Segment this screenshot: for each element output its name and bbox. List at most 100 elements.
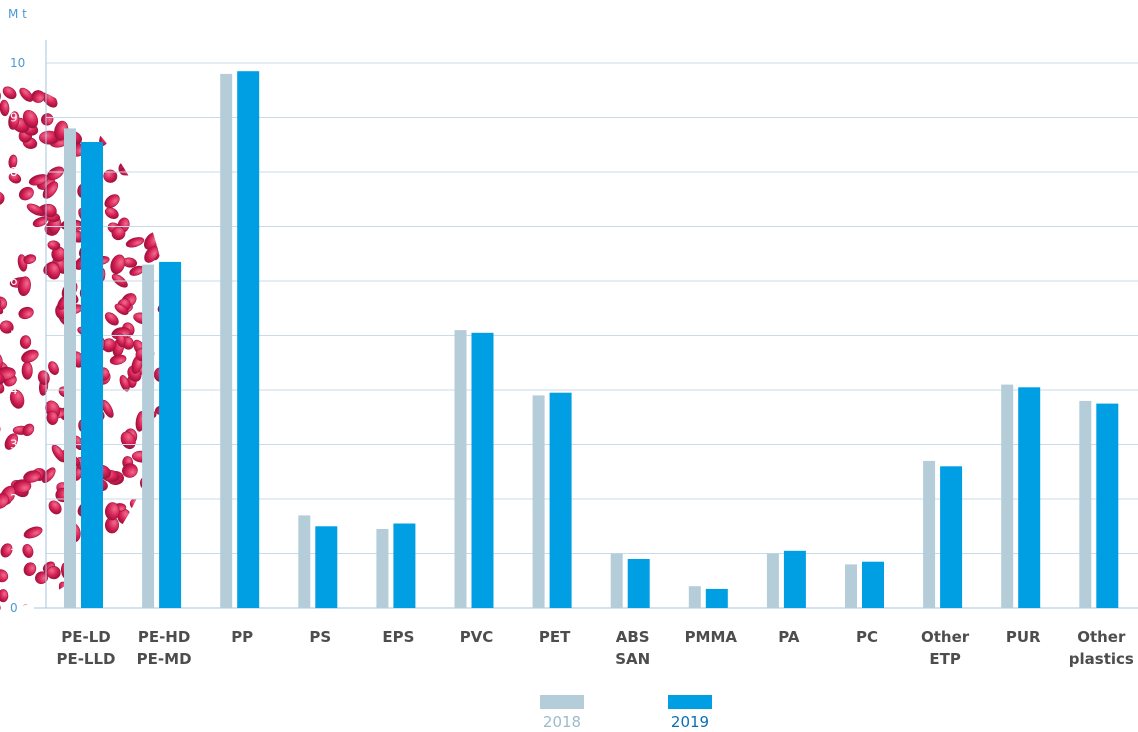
pellet-shape bbox=[0, 418, 1, 435]
pellet-shape bbox=[23, 526, 43, 539]
y-tick-label: 6 bbox=[10, 274, 18, 288]
pellet-shape bbox=[9, 389, 25, 409]
bar-2018 bbox=[532, 395, 545, 608]
pellet-shape bbox=[2, 86, 17, 100]
pellet-shape bbox=[144, 246, 159, 263]
category-label: PC bbox=[856, 628, 878, 646]
pellet-shape bbox=[37, 370, 50, 385]
pellet-shape bbox=[131, 144, 143, 162]
bar-2019 bbox=[1096, 403, 1119, 608]
category-label: PE-LD bbox=[61, 628, 110, 646]
pellet-shape bbox=[104, 312, 119, 326]
bars bbox=[64, 71, 1119, 609]
y-tick-label: 4 bbox=[10, 383, 18, 397]
pellet-shape bbox=[18, 306, 34, 320]
pellet-shape bbox=[21, 349, 39, 363]
pellet-shape bbox=[0, 493, 9, 509]
bar-2018 bbox=[376, 529, 389, 608]
bar-2019 bbox=[471, 332, 494, 608]
pellet-shape bbox=[109, 354, 127, 365]
y-tick-label: 0 bbox=[10, 601, 18, 615]
bar-2018 bbox=[298, 515, 311, 608]
pellet-shape bbox=[0, 543, 13, 558]
bar-2018 bbox=[64, 128, 76, 608]
pellet-shape bbox=[23, 562, 37, 577]
category-label: Other bbox=[1077, 628, 1126, 646]
bar-2018 bbox=[142, 264, 155, 608]
legend-label-2019: 2019 bbox=[671, 713, 709, 731]
pellet-shape bbox=[4, 433, 18, 450]
bar-2018 bbox=[1079, 400, 1092, 608]
pellet-shape bbox=[21, 361, 33, 380]
pellet-shape bbox=[31, 90, 45, 103]
pellet-shape bbox=[48, 500, 62, 515]
bar-2018 bbox=[1001, 384, 1014, 608]
pellet-shape bbox=[0, 370, 5, 385]
y-tick-label: 7 bbox=[10, 220, 18, 234]
pellet-shape bbox=[113, 587, 127, 601]
pellet-shape bbox=[23, 470, 41, 483]
category-label: PVC bbox=[460, 628, 494, 646]
pellet-shape bbox=[0, 191, 5, 206]
pellet-shape bbox=[46, 410, 59, 425]
pellet-shape bbox=[154, 168, 170, 182]
bar-2019 bbox=[783, 550, 806, 608]
pellet-shape bbox=[110, 254, 126, 275]
y-tick-label: 2 bbox=[10, 492, 18, 506]
pellet-shape bbox=[47, 240, 61, 251]
pellet-shape bbox=[148, 199, 166, 212]
pellet-shape bbox=[41, 467, 56, 483]
pellet-shape bbox=[107, 543, 125, 560]
pellet-shape bbox=[161, 190, 170, 203]
pellet-shape bbox=[122, 463, 138, 478]
pellet-shape bbox=[148, 128, 165, 143]
pellet-shape bbox=[59, 80, 71, 94]
bar-2018 bbox=[766, 553, 779, 608]
pellet-shape bbox=[20, 603, 38, 610]
pellet-shape bbox=[142, 122, 157, 133]
category-label: Other bbox=[921, 628, 970, 646]
category-label: EPS bbox=[382, 628, 414, 646]
category-label: SAN bbox=[615, 650, 650, 668]
pellet-shape bbox=[18, 186, 34, 201]
pellet-shape bbox=[17, 276, 31, 297]
bar-2019 bbox=[315, 526, 338, 609]
pellet-shape bbox=[0, 589, 9, 603]
bar-2018 bbox=[610, 553, 623, 608]
pellet-shape bbox=[26, 203, 45, 216]
category-label: PE-HD bbox=[138, 628, 190, 646]
bar-2019 bbox=[549, 392, 572, 608]
category-label: ABS bbox=[616, 628, 650, 646]
pellet-shape bbox=[157, 89, 170, 110]
pellet-shape bbox=[105, 88, 119, 103]
category-label: PUR bbox=[1006, 628, 1041, 646]
pellet-shape bbox=[13, 479, 32, 494]
y-tick-label: 9 bbox=[10, 111, 18, 125]
bar-2018 bbox=[220, 73, 233, 608]
y-tick-label: 5 bbox=[10, 329, 18, 343]
pellet-shape bbox=[0, 111, 1, 133]
pellet-shape bbox=[116, 333, 126, 348]
pellet-shape bbox=[125, 237, 145, 248]
y-tick-label: 8 bbox=[10, 165, 18, 179]
pellet-shape bbox=[103, 169, 118, 183]
pellet-shape bbox=[119, 375, 130, 392]
pellet-shape bbox=[19, 87, 34, 102]
pellet-shape bbox=[8, 111, 20, 130]
bar-2019 bbox=[237, 71, 260, 608]
pellet-shape bbox=[48, 361, 59, 375]
pellet-shape bbox=[35, 571, 49, 585]
category-label: PA bbox=[778, 628, 800, 646]
pellet-shape bbox=[23, 254, 37, 264]
bar-2019 bbox=[627, 559, 650, 608]
pellet-shape bbox=[8, 154, 18, 169]
bar-2018 bbox=[845, 564, 857, 608]
category-label: PET bbox=[539, 628, 571, 646]
pellet-shape bbox=[46, 565, 61, 580]
pellet-shape bbox=[135, 161, 148, 176]
pellet-shape bbox=[46, 166, 65, 181]
bar-2019 bbox=[940, 466, 963, 608]
pellet-shape bbox=[130, 135, 149, 149]
pellet-shape bbox=[104, 207, 119, 219]
